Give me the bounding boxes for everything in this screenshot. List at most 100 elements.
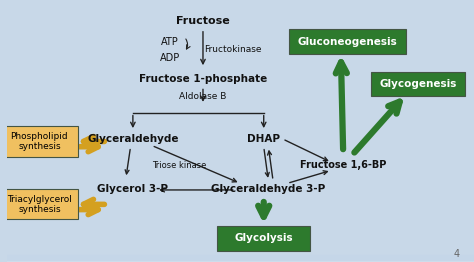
Bar [7, 258, 474, 261]
Text: Fructose: Fructose [176, 16, 230, 26]
Bar [7, 256, 474, 260]
Bar [7, 257, 474, 260]
Bar [7, 256, 474, 260]
Bar [7, 256, 474, 260]
Bar [7, 257, 474, 261]
Bar [7, 256, 474, 259]
Bar [7, 258, 474, 261]
FancyBboxPatch shape [1, 127, 78, 156]
Bar [7, 257, 474, 260]
Bar [7, 258, 474, 261]
Bar [7, 258, 474, 261]
FancyBboxPatch shape [1, 189, 78, 220]
FancyBboxPatch shape [290, 30, 406, 54]
Text: Gluconeogenesis: Gluconeogenesis [298, 37, 398, 47]
Text: Glyceraldehyde 3-P: Glyceraldehyde 3-P [211, 184, 326, 194]
Bar [7, 258, 474, 261]
Bar [7, 259, 474, 262]
Bar [7, 256, 474, 259]
Bar [7, 258, 474, 261]
Bar [7, 257, 474, 260]
Bar [7, 256, 474, 260]
Bar [7, 256, 474, 259]
Bar [7, 259, 474, 262]
Bar [7, 256, 474, 259]
Text: Triose kinase: Triose kinase [153, 161, 207, 170]
Bar [7, 256, 474, 260]
Bar [7, 258, 474, 261]
Bar [7, 258, 474, 261]
Bar [7, 257, 474, 260]
Text: Triacylglycerol
synthesis: Triacylglycerol synthesis [7, 195, 72, 214]
Bar [7, 258, 474, 261]
Bar [7, 257, 474, 260]
Text: Fructose 1,6-BP: Fructose 1,6-BP [300, 160, 386, 170]
Text: ATP: ATP [161, 37, 179, 47]
Text: Fructose 1-phosphate: Fructose 1-phosphate [139, 74, 267, 84]
Bar [7, 256, 474, 259]
Bar [7, 258, 474, 261]
Bar [7, 258, 474, 261]
Bar [7, 258, 474, 261]
Bar [7, 257, 474, 260]
Bar [7, 258, 474, 262]
Bar [7, 257, 474, 260]
Bar [7, 258, 474, 261]
Text: 4: 4 [454, 249, 460, 259]
Bar [7, 259, 474, 262]
Text: Phospholipid
synthesis: Phospholipid synthesis [10, 132, 68, 151]
Bar [7, 255, 474, 259]
Bar [7, 257, 474, 260]
Bar [7, 255, 474, 259]
Bar [7, 258, 474, 261]
Bar [7, 256, 474, 259]
Bar [7, 256, 474, 259]
Bar [7, 258, 474, 261]
Bar [7, 257, 474, 261]
Text: DHAP: DHAP [247, 134, 280, 144]
Bar [7, 258, 474, 261]
Bar [7, 256, 474, 259]
Bar [7, 258, 474, 262]
Bar [7, 258, 474, 261]
Bar [7, 257, 474, 260]
Bar [7, 259, 474, 262]
Bar [7, 256, 474, 259]
Bar [7, 255, 474, 259]
Bar [7, 257, 474, 260]
FancyBboxPatch shape [371, 72, 465, 96]
Bar [7, 256, 474, 259]
Bar [7, 256, 474, 259]
Bar [7, 256, 474, 260]
Bar [7, 258, 474, 261]
Bar [7, 259, 474, 262]
FancyBboxPatch shape [217, 226, 310, 251]
Bar [7, 256, 474, 260]
Text: ADP: ADP [160, 53, 181, 63]
Bar [7, 256, 474, 259]
Bar [7, 257, 474, 260]
Bar [7, 258, 474, 261]
Bar [7, 258, 474, 261]
Bar [7, 256, 474, 259]
Text: Aldolase B: Aldolase B [179, 92, 227, 101]
Bar [7, 257, 474, 260]
Bar [7, 257, 474, 260]
Bar [7, 256, 474, 259]
Bar [7, 256, 474, 259]
Bar [7, 256, 474, 260]
Text: Glycerol 3-P: Glycerol 3-P [97, 184, 168, 194]
Bar [7, 257, 474, 260]
Bar [7, 258, 474, 261]
Text: Glycolysis: Glycolysis [235, 233, 293, 243]
Bar [7, 258, 474, 262]
Bar [7, 257, 474, 260]
Bar [7, 256, 474, 260]
Bar [7, 258, 474, 261]
Bar [7, 259, 474, 262]
Text: Fructokinase: Fructokinase [205, 45, 262, 54]
Bar [7, 257, 474, 261]
Bar [7, 256, 474, 259]
Text: Glyceraldehyde: Glyceraldehyde [87, 134, 179, 144]
Bar [7, 259, 474, 262]
